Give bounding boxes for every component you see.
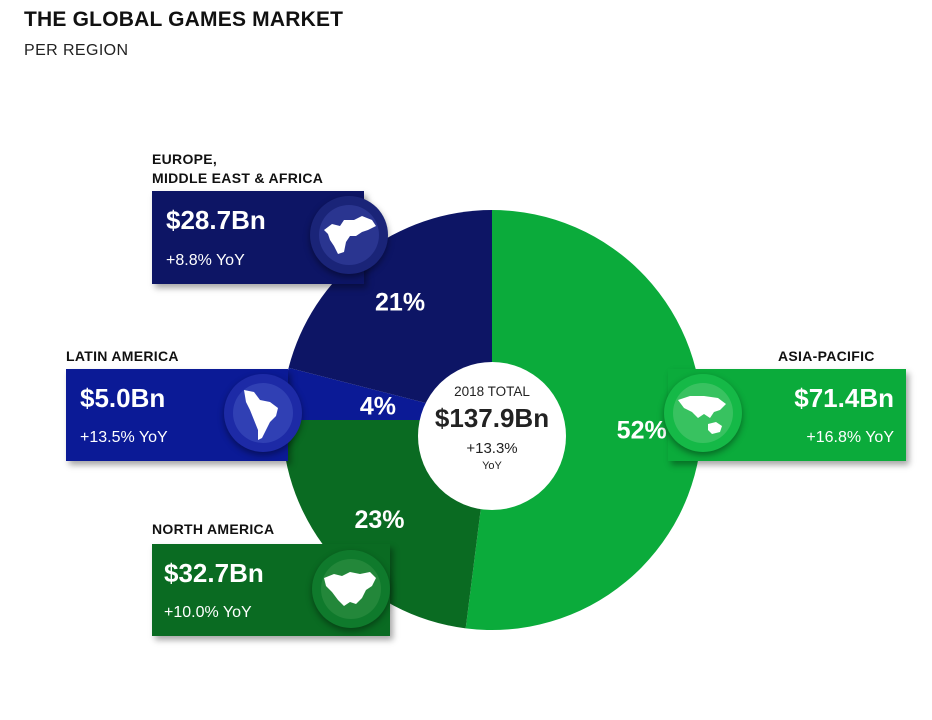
region-yoy-latam: +13.5% YoY xyxy=(80,429,168,446)
europe-map-icon xyxy=(310,196,388,274)
chart-subtitle: PER REGION xyxy=(24,42,129,59)
region-value-latam: $5.0Bn xyxy=(80,383,166,413)
pie-slice-europe-middle-east-africa xyxy=(288,210,492,420)
pie-slice-percent-label: 4% xyxy=(360,393,396,421)
total-change-unit: YoY xyxy=(482,460,502,472)
region-name-apac: ASIA-PACIFIC xyxy=(778,348,875,364)
pie-slice-percent-label: 21% xyxy=(375,288,425,316)
pie-slice-asia-pacific xyxy=(465,210,702,630)
region-name-emea: EUROPE, MIDDLE EAST & AFRICA xyxy=(152,150,323,188)
region-yoy-na: +10.0% YoY xyxy=(164,604,252,621)
north-america-map-icon xyxy=(312,550,390,628)
region-yoy-apac: +16.8% YoY xyxy=(806,429,894,446)
chart-title: THE GLOBAL GAMES MARKET xyxy=(24,8,344,31)
region-yoy-emea: +8.8% YoY xyxy=(166,252,245,269)
region-value-apac: $71.4Bn xyxy=(794,383,894,413)
region-name-latam: LATIN AMERICA xyxy=(66,348,179,364)
region-value-na: $32.7Bn xyxy=(164,558,264,588)
total-change: +13.3% xyxy=(466,440,518,457)
total-value: $137.9Bn xyxy=(434,403,550,433)
asia-pacific-map-icon xyxy=(664,374,742,452)
region-name-emea-line1: EUROPE, xyxy=(152,151,218,167)
total-center-circle: 2018 TOTAL $137.9Bn +13.3% YoY xyxy=(418,362,566,510)
region-value-emea: $28.7Bn xyxy=(166,205,266,235)
region-name-na: NORTH AMERICA xyxy=(152,521,275,537)
south-america-map-icon xyxy=(224,374,302,452)
total-label: 2018 TOTAL xyxy=(454,384,530,399)
pie-slice-percent-label: 23% xyxy=(354,506,404,534)
region-name-emea-line2: MIDDLE EAST & AFRICA xyxy=(152,170,324,186)
pie-slice-percent-label: 52% xyxy=(617,416,667,444)
